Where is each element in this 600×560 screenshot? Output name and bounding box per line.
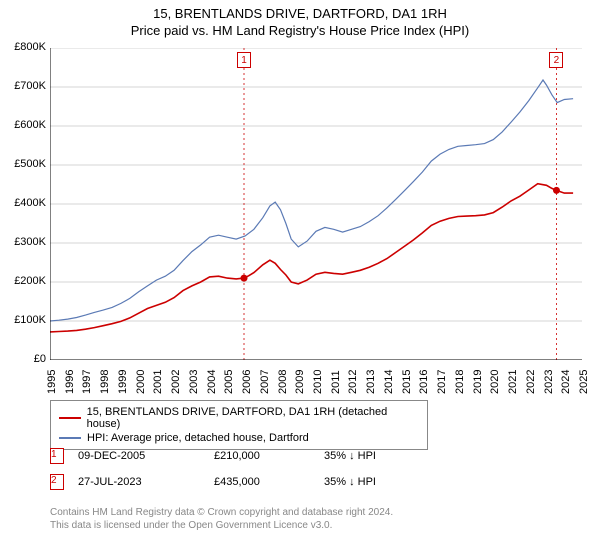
sale-marker-1: 1 <box>237 52 251 68</box>
x-tick-label: 2002 <box>170 370 182 394</box>
x-tick-label: 2012 <box>347 370 359 394</box>
x-tick-label: 2018 <box>454 370 466 394</box>
x-tick-label: 2023 <box>543 370 555 394</box>
x-tick-label: 2005 <box>223 370 235 394</box>
footer-line1: Contains HM Land Registry data © Crown c… <box>50 506 393 519</box>
legend-swatch <box>59 437 81 439</box>
sale-delta: 35% ↓ HPI <box>324 450 376 462</box>
x-tick-label: 2016 <box>418 370 430 394</box>
x-tick-label: 2021 <box>507 370 519 394</box>
x-tick-label: 2003 <box>188 370 200 394</box>
legend: 15, BRENTLANDS DRIVE, DARTFORD, DA1 1RH … <box>50 400 428 450</box>
y-tick-label: £800K <box>2 41 46 53</box>
sale-delta: 35% ↓ HPI <box>324 476 376 488</box>
x-tick-label: 2013 <box>365 370 377 394</box>
y-tick-label: £0 <box>2 353 46 365</box>
chart-plot-area <box>50 48 582 360</box>
x-tick-label: 2000 <box>135 370 147 394</box>
x-tick-label: 1996 <box>64 370 76 394</box>
x-tick-label: 2017 <box>436 370 448 394</box>
sale-row-marker: 1 <box>50 448 64 464</box>
legend-item: 15, BRENTLANDS DRIVE, DARTFORD, DA1 1RH … <box>59 405 419 431</box>
x-tick-label: 2014 <box>383 370 395 394</box>
legend-item: HPI: Average price, detached house, Dart… <box>59 431 419 445</box>
chart-title: 15, BRENTLANDS DRIVE, DARTFORD, DA1 1RH <box>0 0 600 21</box>
x-tick-label: 1995 <box>46 370 58 394</box>
legend-label: HPI: Average price, detached house, Dart… <box>87 432 309 444</box>
x-tick-label: 2001 <box>152 370 164 394</box>
sale-date: 27-JUL-2023 <box>78 476 214 488</box>
sale-date: 09-DEC-2005 <box>78 450 214 462</box>
footer-line2: This data is licensed under the Open Gov… <box>50 519 393 532</box>
x-tick-label: 1999 <box>117 370 129 394</box>
sale-price: £210,000 <box>214 450 324 462</box>
sale-row: 2 27-JUL-2023£435,00035% ↓ HPI <box>50 474 570 490</box>
x-tick-label: 2022 <box>525 370 537 394</box>
sale-row: 1 09-DEC-2005£210,00035% ↓ HPI <box>50 448 570 464</box>
x-tick-label: 2009 <box>294 370 306 394</box>
sale-marker-2: 2 <box>549 52 563 68</box>
x-tick-label: 2008 <box>277 370 289 394</box>
y-tick-label: £200K <box>2 275 46 287</box>
sale-price: £435,000 <box>214 476 324 488</box>
x-tick-label: 2015 <box>401 370 413 394</box>
x-tick-label: 2004 <box>206 370 218 394</box>
x-tick-label: 2006 <box>241 370 253 394</box>
footer-attribution: Contains HM Land Registry data © Crown c… <box>50 506 393 532</box>
y-tick-label: £700K <box>2 80 46 92</box>
x-tick-label: 2007 <box>259 370 271 394</box>
y-tick-label: £400K <box>2 197 46 209</box>
legend-label: 15, BRENTLANDS DRIVE, DARTFORD, DA1 1RH … <box>87 406 419 430</box>
x-tick-label: 1998 <box>99 370 111 394</box>
y-tick-label: £300K <box>2 236 46 248</box>
x-tick-label: 2010 <box>312 370 324 394</box>
y-tick-label: £100K <box>2 314 46 326</box>
x-tick-label: 2024 <box>560 370 572 394</box>
x-tick-label: 2011 <box>330 370 342 394</box>
y-tick-label: £500K <box>2 158 46 170</box>
chart-subtitle: Price paid vs. HM Land Registry's House … <box>0 21 600 38</box>
x-tick-label: 2025 <box>578 370 590 394</box>
y-tick-label: £600K <box>2 119 46 131</box>
x-tick-label: 2019 <box>472 370 484 394</box>
legend-swatch <box>59 417 81 419</box>
sale-row-marker: 2 <box>50 474 64 490</box>
x-tick-label: 1997 <box>81 370 93 394</box>
x-tick-label: 2020 <box>489 370 501 394</box>
